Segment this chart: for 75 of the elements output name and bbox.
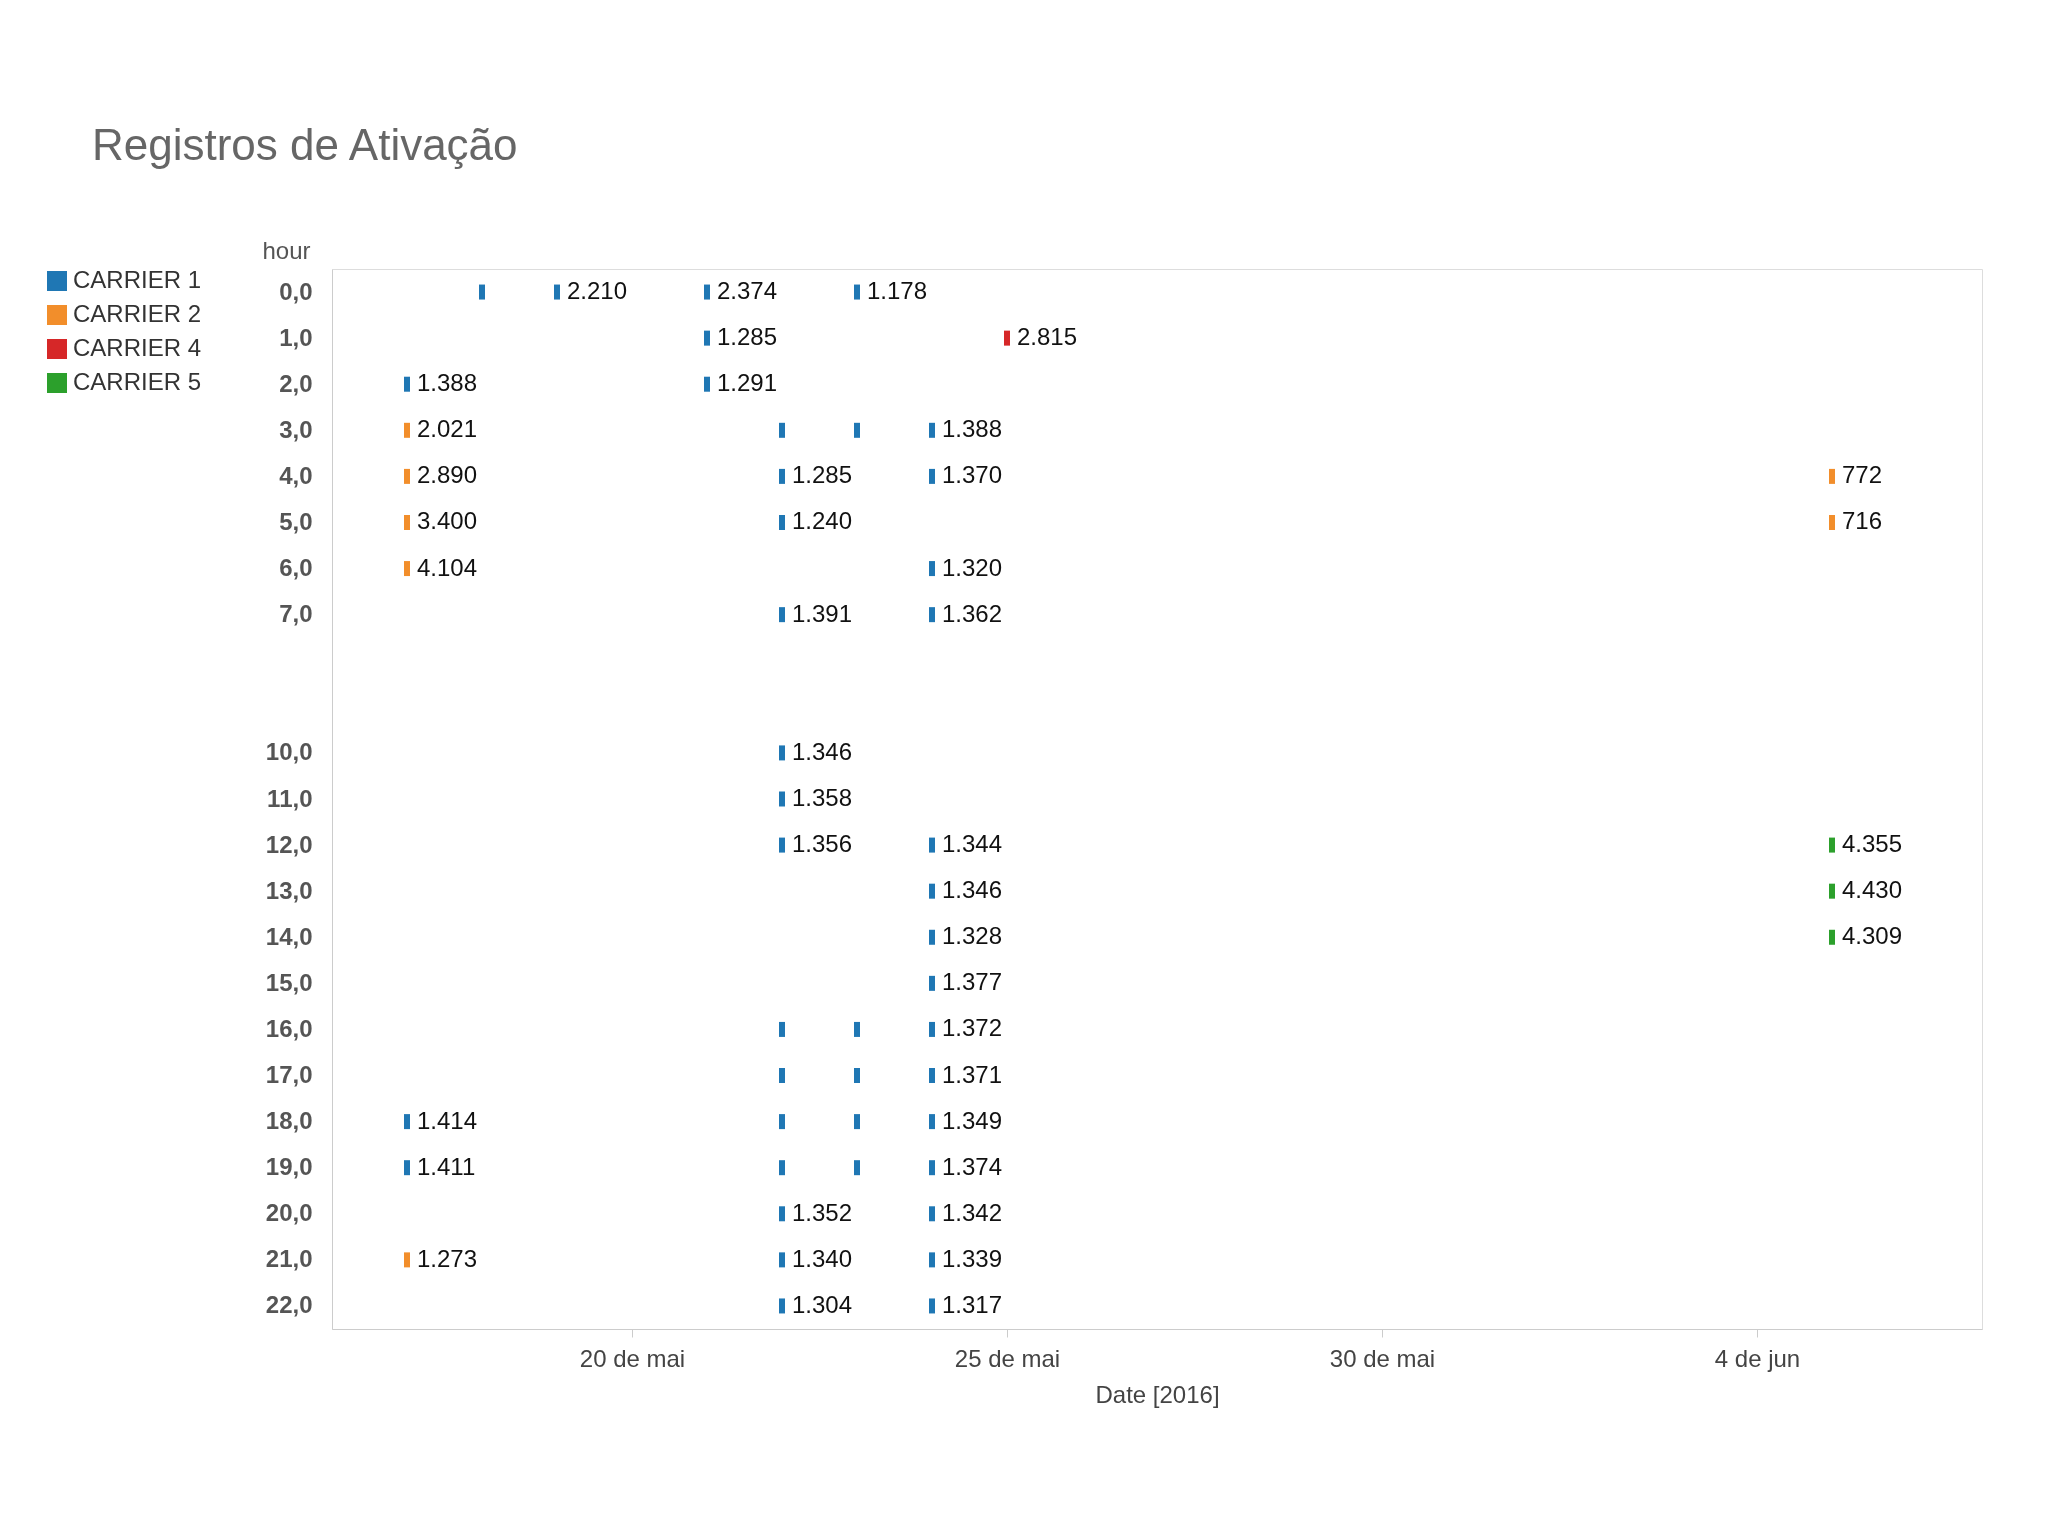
y-tick-label: 20,0 <box>265 1199 313 1227</box>
annotation: 1.352 <box>792 1198 853 1226</box>
annotation: 1.285 <box>717 323 778 351</box>
annotation: 1.291 <box>717 369 778 397</box>
annotation: 1.340 <box>792 1244 853 1272</box>
y-tick-label: 13,0 <box>265 876 313 904</box>
y-tick-label: 3,0 <box>279 415 313 443</box>
y-tick-label: 7,0 <box>279 600 313 628</box>
annotation: 3.400 <box>417 507 478 535</box>
x-tick-label: 4 de jun <box>1714 1344 1801 1372</box>
y-tick-label: 11,0 <box>267 784 313 812</box>
y-axis-title: hour <box>262 236 311 264</box>
legend-label: CARRIER 5 <box>73 368 202 395</box>
y-tick-label: 4,0 <box>279 461 313 489</box>
annotation: 1.372 <box>942 1014 1003 1042</box>
legend-label: CARRIER 4 <box>73 334 202 361</box>
annotation: 1.411 <box>417 1152 476 1180</box>
annotation: 1.317 <box>942 1290 1003 1318</box>
y-tick-label: 19,0 <box>265 1153 313 1181</box>
y-tick-label: 14,0 <box>265 922 313 950</box>
annotation: 1.358 <box>792 784 853 811</box>
y-tick-label: 22,0 <box>265 1291 313 1319</box>
annotation: 1.346 <box>792 737 853 765</box>
y-tick-label: 17,0 <box>265 1061 313 1089</box>
annotation: 4.430 <box>1842 876 1903 904</box>
annotation: 2.890 <box>417 461 478 489</box>
annotation: 772 <box>1842 461 1883 489</box>
annotation: 2.021 <box>417 415 478 443</box>
annotation: 4.355 <box>1842 830 1903 858</box>
y-tick-label: 5,0 <box>279 507 313 535</box>
y-tick-label: 1,0 <box>279 323 313 351</box>
annotation: 1.346 <box>942 876 1003 904</box>
y-tick-label: 18,0 <box>265 1107 313 1135</box>
annotation: 1.374 <box>942 1152 1003 1180</box>
y-tick-label: 0,0 <box>279 277 313 305</box>
annotation: 4.104 <box>417 553 478 581</box>
annotation: 716 <box>1842 507 1883 535</box>
annotation: 1.273 <box>417 1244 478 1272</box>
chart-title: Registros de Ativação <box>92 120 518 169</box>
annotation: 1.342 <box>942 1198 1003 1226</box>
y-tick-label: 10,0 <box>265 738 313 766</box>
annotation: 1.377 <box>942 968 1003 996</box>
annotation: 1.370 <box>942 461 1003 489</box>
annotation: 1.344 <box>942 830 1003 858</box>
x-tick-label: 25 de mai <box>954 1344 1061 1372</box>
annotation: 1.285 <box>792 461 853 489</box>
annotation: 1.362 <box>942 599 1003 627</box>
y-tick-label: 6,0 <box>279 554 313 582</box>
annotation: 1.339 <box>942 1244 1003 1272</box>
y-tick-label: 21,0 <box>265 1245 313 1273</box>
annotation: 2.374 <box>717 277 778 305</box>
annotation: 1.320 <box>942 553 1003 581</box>
annotation: 4.309 <box>1842 922 1903 950</box>
y-tick-label: 2,0 <box>279 369 313 397</box>
y-tick-label: 16,0 <box>265 1014 313 1042</box>
annotation: 1.391 <box>792 599 853 627</box>
annotation: 1.356 <box>792 830 853 858</box>
annotation: 2.815 <box>1017 323 1078 351</box>
annotation: 2.210 <box>567 277 628 305</box>
annotation: 1.388 <box>942 415 1003 443</box>
annotation: 1.328 <box>942 922 1003 950</box>
y-tick-label: 15,0 <box>265 968 313 996</box>
annotation: 1.240 <box>792 507 853 535</box>
legend-label: CARRIER 2 <box>73 300 202 327</box>
x-tick-label: 20 de mai <box>579 1344 686 1372</box>
x-axis-title: Date [2016] <box>1095 1380 1220 1408</box>
x-tick-label: 30 de mai <box>1329 1344 1436 1372</box>
legend-label: CARRIER 1 <box>73 266 202 293</box>
annotation: 1.349 <box>942 1106 1003 1134</box>
annotation: 1.371 <box>942 1060 1003 1088</box>
annotation: 1.178 <box>867 277 928 305</box>
annotation: 1.388 <box>417 369 478 397</box>
y-tick-label: 12,0 <box>265 830 313 858</box>
annotation: 1.414 <box>417 1106 478 1134</box>
annotation: 1.304 <box>792 1290 853 1318</box>
